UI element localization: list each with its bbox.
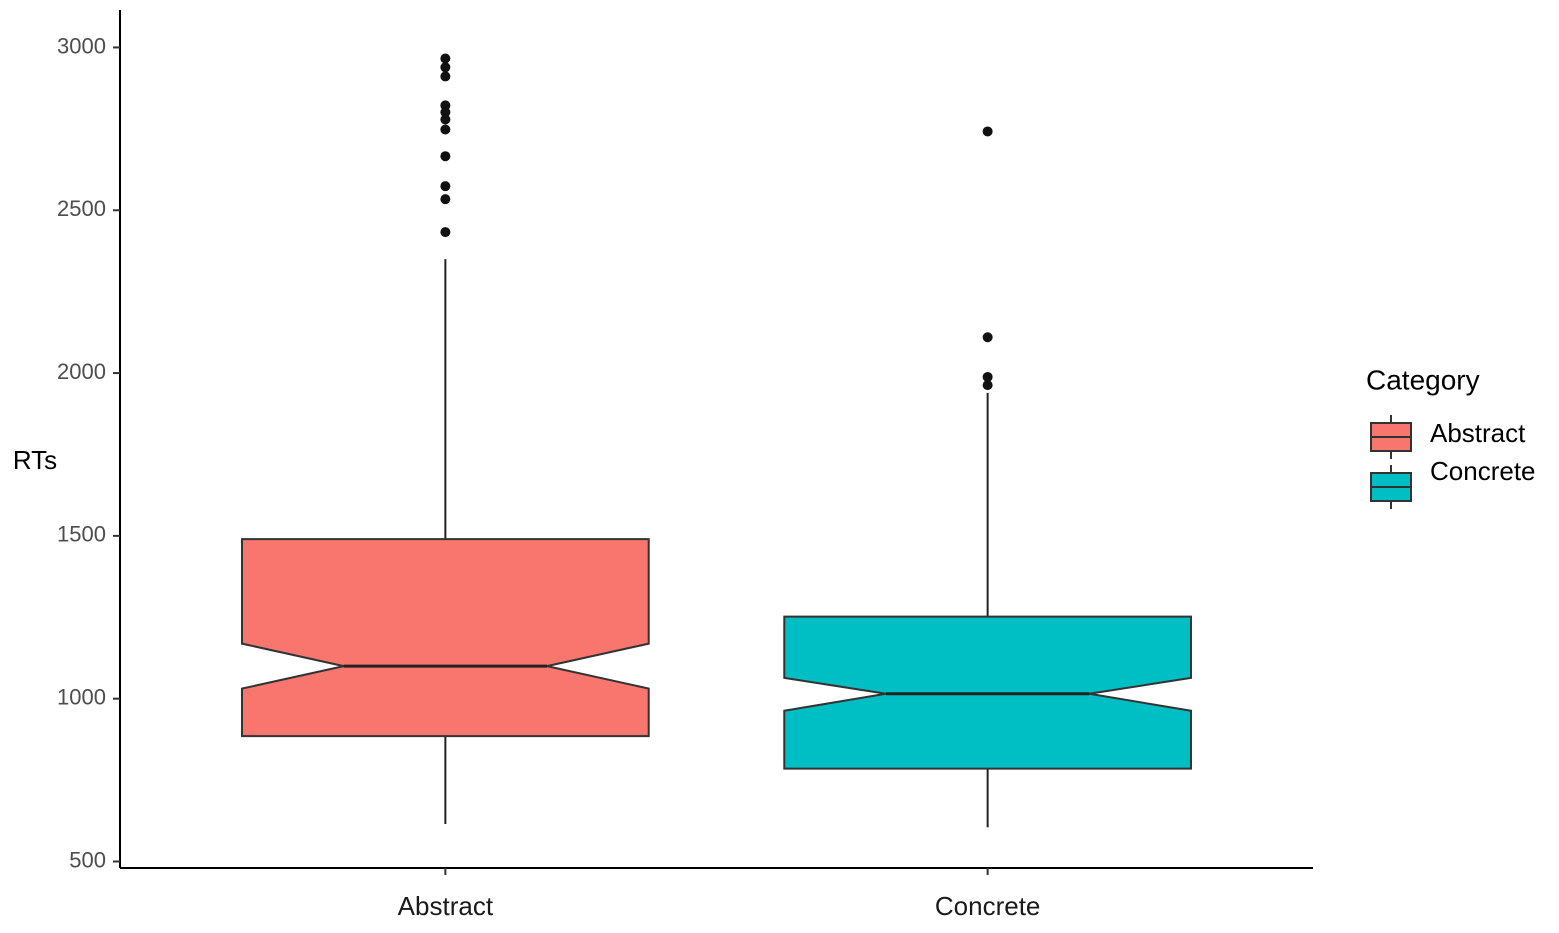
outlier [440,151,451,162]
outlier [440,107,451,118]
outlier [440,114,451,125]
y-tick-label: 500 [69,847,106,872]
outlier [982,371,993,382]
outlier [982,332,993,343]
outlier [440,62,451,73]
box [241,538,650,738]
y-tick-label: 2000 [57,359,106,384]
outlier [982,126,993,137]
legend-title: Category [1366,364,1480,395]
outlier [440,181,451,192]
y-tick-label: 2500 [57,196,106,221]
legend-label: Concrete [1430,456,1536,486]
y-tick-label: 1500 [57,522,106,547]
y-tick-label: 1000 [57,684,106,709]
y-tick-label: 3000 [57,33,106,58]
x-tick-label: Abstract [398,891,494,921]
outlier [440,53,451,64]
y-axis-label: RTs [13,445,57,475]
outlier [440,71,451,82]
x-tick-label: Concrete [935,891,1041,921]
outlier [982,380,993,391]
legend-label: Abstract [1430,418,1526,448]
outlier [440,124,451,135]
outlier [440,100,451,111]
outlier [440,227,451,238]
outlier [440,194,451,205]
